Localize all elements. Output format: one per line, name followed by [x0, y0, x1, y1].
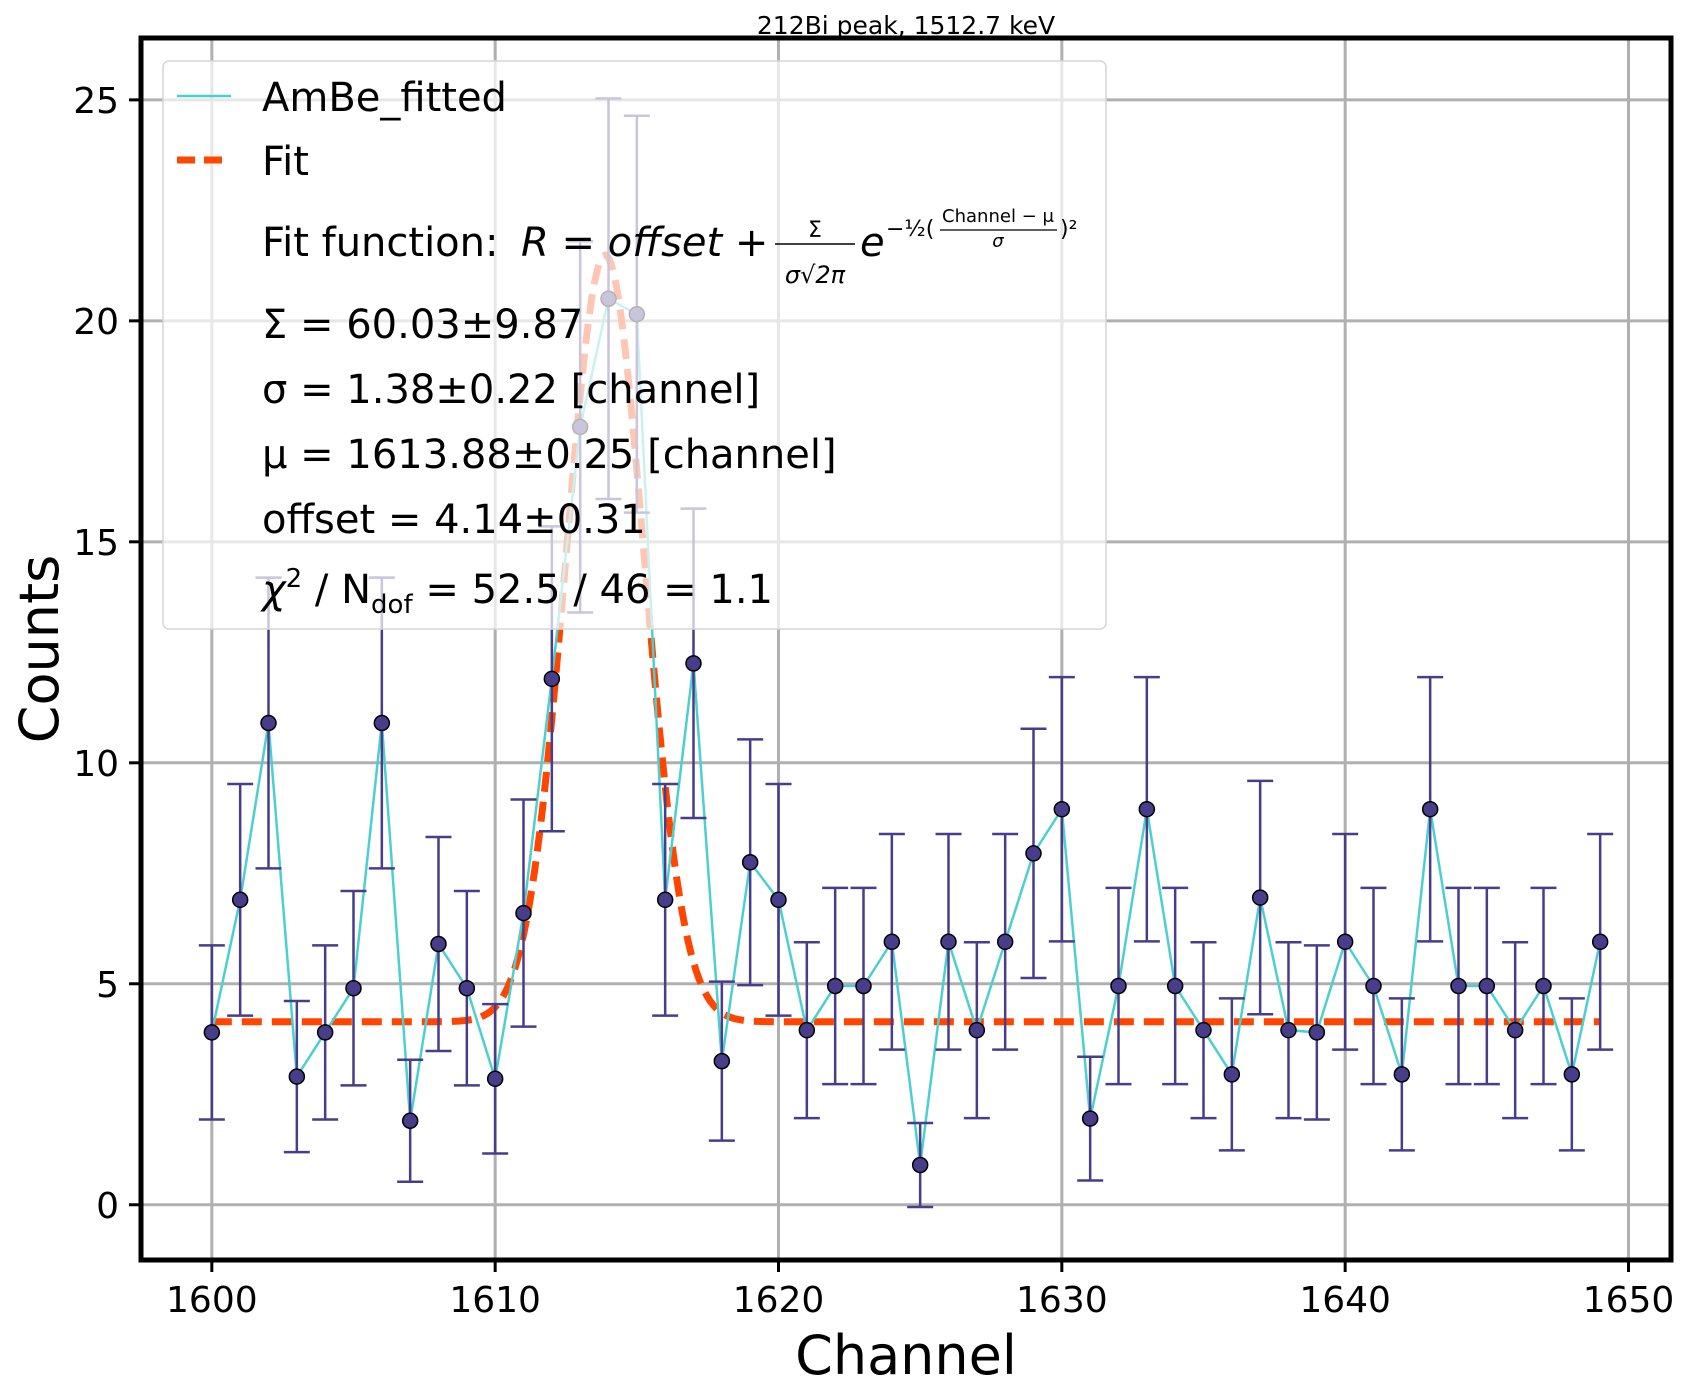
fit-function-formula: Fit function: R = offset + Σ σ√2π e −½( …	[262, 206, 1077, 289]
x-tick-label: 1610	[449, 1280, 541, 1321]
data-point	[1053, 800, 1071, 818]
data-point	[855, 977, 872, 995]
data-point	[373, 714, 391, 732]
legend-box	[162, 60, 1107, 630]
formula-exponential: e	[860, 220, 885, 266]
chart-title: 212Bi peak, 1512.7 keV	[757, 11, 1055, 40]
formula-exponent-close: )²	[1060, 217, 1077, 242]
x-ticks: 1600 1610 1620 1630 1640 1650	[166, 1260, 1674, 1321]
data-point	[1450, 977, 1467, 995]
data-point	[996, 933, 1014, 951]
y-tick-label: 25	[73, 81, 119, 122]
chi-subscript: dof	[371, 590, 413, 620]
data-point	[1365, 977, 1382, 995]
data-point	[1308, 1024, 1326, 1041]
data-point	[231, 891, 249, 909]
data-point	[1478, 977, 1496, 995]
data-point	[770, 891, 787, 909]
data-point	[1110, 977, 1127, 995]
param-offset: offset = 4.14±0.31	[262, 497, 646, 543]
x-tick-label: 1640	[1299, 1280, 1391, 1321]
data-point	[1506, 1021, 1524, 1039]
x-tick-label: 1620	[733, 1280, 825, 1321]
param-sigma: σ = 1.38±0.22 [channel]	[262, 367, 760, 413]
fit-polyline	[211, 251, 1601, 1026]
data-point	[316, 1024, 334, 1041]
data-point	[1251, 889, 1269, 906]
data-point	[1563, 1066, 1581, 1083]
data-point	[713, 1052, 731, 1070]
data-point	[826, 977, 844, 995]
data-line	[210, 296, 1602, 1166]
data-point	[1223, 1066, 1241, 1083]
data-point	[1393, 1066, 1411, 1083]
data-point	[1280, 1021, 1297, 1039]
formula-lhs: R = offset +	[521, 220, 781, 266]
data-point	[486, 1070, 504, 1088]
data-point	[968, 1021, 986, 1039]
data-point	[1081, 1110, 1099, 1127]
data-point	[458, 979, 476, 997]
plot-frame	[138, 35, 1674, 1263]
data-point	[543, 670, 561, 688]
param-sigma-total: Σ = 60.03±9.87	[262, 302, 583, 348]
data-point	[1025, 845, 1042, 862]
y-tick-label: 15	[73, 523, 119, 564]
y-tick-label: 10	[73, 744, 119, 785]
param-mu: μ = 1613.88±0.25 [channel]	[262, 432, 837, 478]
x-tick-label: 1600	[166, 1280, 258, 1321]
data-point	[883, 933, 901, 951]
formula-exponent-numerator: Channel − μ	[942, 206, 1054, 227]
data-point	[1138, 800, 1156, 818]
y-tick-label: 5	[96, 965, 119, 1006]
data-point	[288, 1068, 306, 1085]
fit-curve	[211, 251, 1601, 1026]
legend: AmBe_fitted Fit Fit function: R = offset…	[162, 60, 1107, 630]
formula-exponent-denominator: σ	[992, 231, 1004, 252]
data-point	[203, 1024, 221, 1041]
param-chi2: χ2 / Ndof = 52.5 / 46 = 1.1	[260, 564, 773, 620]
data-point	[1421, 800, 1439, 818]
formula-exponent: −½(	[886, 217, 934, 242]
chi-suffix: = 52.5 / 46 = 1.1	[413, 567, 773, 613]
data-point	[1535, 977, 1552, 995]
x-tick-label: 1650	[1583, 1280, 1675, 1321]
data-point	[430, 935, 447, 953]
data-point	[1166, 977, 1184, 995]
chi-mid: / N	[302, 567, 371, 613]
formula-numerator: Σ	[808, 218, 822, 243]
chi-superscript: 2	[286, 564, 303, 594]
data-point	[911, 1156, 929, 1174]
formula-prefix: Fit function:	[262, 220, 511, 266]
y-axis-label: Counts	[8, 555, 71, 744]
y-tick-label: 0	[96, 1186, 119, 1227]
x-tick-label: 1630	[1016, 1280, 1108, 1321]
data-point	[1195, 1021, 1212, 1039]
data-point	[1336, 933, 1354, 951]
data-point	[741, 853, 759, 871]
y-ticks: 0 5 10 15 20 25	[73, 81, 141, 1227]
data-point	[656, 891, 674, 909]
chi-symbol: χ	[260, 567, 287, 613]
data-point	[515, 904, 532, 922]
legend-label-ambe: AmBe_fitted	[262, 75, 507, 121]
data-point	[798, 1021, 816, 1039]
x-axis-label: Channel	[795, 1324, 1017, 1387]
data-point	[345, 979, 362, 997]
formula-denominator: σ√2π	[785, 261, 846, 289]
data-point	[401, 1112, 419, 1130]
data-point	[1591, 933, 1609, 951]
data-point	[940, 933, 957, 951]
legend-label-fit: Fit	[262, 139, 309, 185]
data-point	[260, 714, 277, 732]
data-point	[685, 655, 702, 672]
data-polyline	[210, 296, 1602, 1166]
y-tick-label: 20	[73, 302, 119, 343]
